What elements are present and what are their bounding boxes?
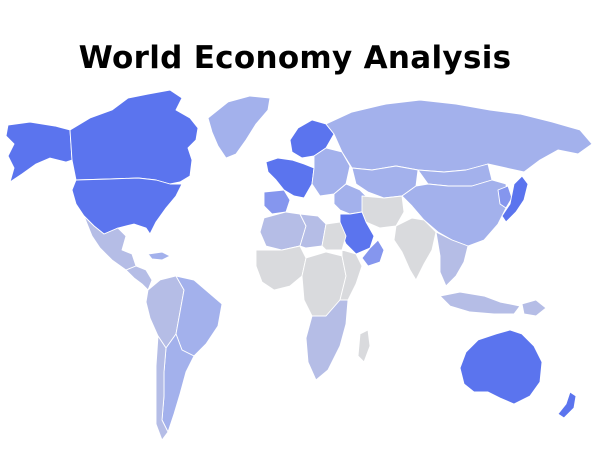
region-madagascar[interactable] <box>357 329 371 363</box>
region-southeast-asia[interactable] <box>435 231 469 287</box>
region-alaska[interactable] <box>5 121 73 183</box>
region-south-asia[interactable] <box>393 217 437 281</box>
region-iberia[interactable] <box>263 189 291 215</box>
region-western-europe[interactable] <box>265 157 315 199</box>
region-northern-europe[interactable] <box>289 119 335 159</box>
region-greenland[interactable] <box>207 95 271 159</box>
region-caribbean[interactable] <box>147 251 171 261</box>
region-japan[interactable] <box>501 175 529 223</box>
region-china[interactable] <box>401 179 509 247</box>
regions-layer <box>5 89 593 441</box>
region-west-africa[interactable] <box>255 245 307 291</box>
region-gulf-states[interactable] <box>361 239 385 267</box>
region-papua-new-guinea[interactable] <box>521 299 547 317</box>
region-australia[interactable] <box>459 329 543 405</box>
region-russia[interactable] <box>325 99 593 173</box>
map-title: World Economy Analysis <box>78 40 512 76</box>
region-north-africa[interactable] <box>259 211 307 251</box>
region-central-america[interactable] <box>125 265 153 291</box>
region-brazil[interactable] <box>175 275 223 357</box>
region-mexico[interactable] <box>83 215 137 271</box>
region-new-zealand[interactable] <box>557 391 577 419</box>
region-canada[interactable] <box>69 89 199 185</box>
region-indonesia[interactable] <box>439 291 521 315</box>
region-korea[interactable] <box>497 185 513 209</box>
region-chile[interactable] <box>155 335 169 441</box>
region-iran[interactable] <box>361 195 405 229</box>
region-libya[interactable] <box>299 213 327 249</box>
region-southern-africa[interactable] <box>305 299 349 381</box>
